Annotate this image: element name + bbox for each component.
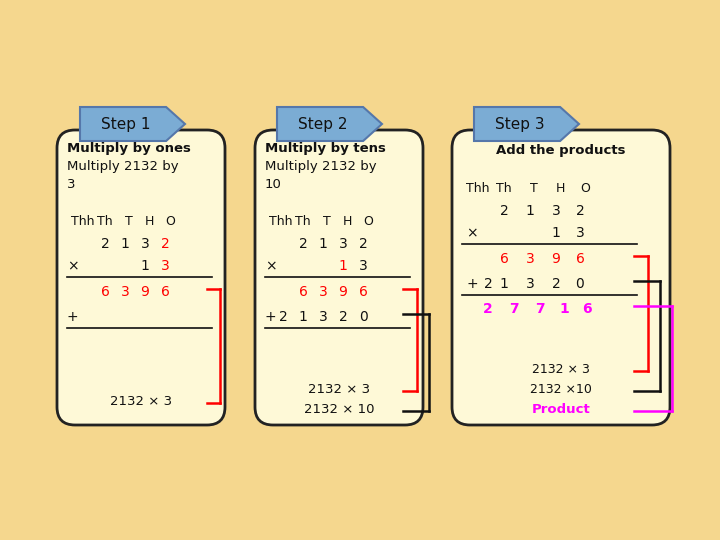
Text: 3: 3 xyxy=(526,277,534,291)
Polygon shape xyxy=(277,107,382,141)
Text: Thh: Thh xyxy=(71,215,94,228)
FancyBboxPatch shape xyxy=(255,130,423,425)
Text: 9: 9 xyxy=(140,285,150,299)
FancyBboxPatch shape xyxy=(57,130,225,425)
Text: Multiply by tens: Multiply by tens xyxy=(265,142,386,155)
Text: 6: 6 xyxy=(161,285,169,299)
Text: Multiply by ones: Multiply by ones xyxy=(67,142,191,155)
Text: 3: 3 xyxy=(140,237,149,251)
Text: 1: 1 xyxy=(552,226,560,240)
Text: Th: Th xyxy=(97,215,112,228)
Text: 6: 6 xyxy=(299,285,307,299)
Text: T: T xyxy=(125,215,132,228)
Text: 2132 × 3: 2132 × 3 xyxy=(308,383,370,396)
Text: T: T xyxy=(323,215,330,228)
Text: 2: 2 xyxy=(338,310,347,324)
Text: +: + xyxy=(265,310,276,324)
Text: O: O xyxy=(363,215,373,228)
Text: H: H xyxy=(145,215,154,228)
Text: 2: 2 xyxy=(484,277,492,291)
Text: 2: 2 xyxy=(161,237,169,251)
Text: 2132 ×10: 2132 ×10 xyxy=(530,383,592,396)
Text: 3: 3 xyxy=(338,237,347,251)
Text: 2: 2 xyxy=(483,302,493,316)
Text: 3: 3 xyxy=(121,285,130,299)
Text: ×: × xyxy=(67,259,78,273)
Text: Step 3: Step 3 xyxy=(495,117,545,132)
Polygon shape xyxy=(80,107,185,141)
Text: 2: 2 xyxy=(299,237,307,251)
Text: ×: × xyxy=(466,226,477,240)
Text: Multiply 2132 by: Multiply 2132 by xyxy=(67,160,179,173)
Text: 0: 0 xyxy=(575,277,585,291)
Text: 9: 9 xyxy=(552,252,560,266)
Text: O: O xyxy=(165,215,175,228)
Text: 9: 9 xyxy=(338,285,348,299)
Text: 7: 7 xyxy=(509,302,519,316)
Text: 2: 2 xyxy=(359,237,367,251)
Text: 1: 1 xyxy=(526,204,534,218)
Text: +: + xyxy=(466,277,477,291)
Text: +: + xyxy=(67,310,78,324)
Text: O: O xyxy=(580,182,590,195)
Text: Product: Product xyxy=(531,403,590,416)
Text: Step 1: Step 1 xyxy=(102,117,151,132)
Text: 2: 2 xyxy=(500,204,508,218)
Text: 6: 6 xyxy=(500,252,508,266)
Text: 2132 × 3: 2132 × 3 xyxy=(532,363,590,376)
Text: Th: Th xyxy=(496,182,512,195)
Text: 2: 2 xyxy=(279,310,287,324)
Text: Multiply 2132 by: Multiply 2132 by xyxy=(265,160,377,173)
Polygon shape xyxy=(474,107,579,141)
Text: 7: 7 xyxy=(535,302,545,316)
Text: Th: Th xyxy=(295,215,310,228)
Text: H: H xyxy=(343,215,352,228)
Text: 6: 6 xyxy=(101,285,109,299)
Text: 6: 6 xyxy=(582,302,592,316)
Text: 3: 3 xyxy=(526,252,534,266)
Text: 3: 3 xyxy=(359,259,367,273)
Text: 6: 6 xyxy=(359,285,367,299)
Text: 1: 1 xyxy=(318,237,328,251)
Text: 1: 1 xyxy=(299,310,307,324)
Text: 2: 2 xyxy=(552,277,560,291)
Text: ×: × xyxy=(265,259,276,273)
Text: 3: 3 xyxy=(319,310,328,324)
Text: 10: 10 xyxy=(265,178,282,191)
Text: 6: 6 xyxy=(575,252,585,266)
Text: 3: 3 xyxy=(575,226,585,240)
Text: Thh: Thh xyxy=(466,182,490,195)
Text: 3: 3 xyxy=(161,259,169,273)
Text: H: H xyxy=(556,182,565,195)
Text: 3: 3 xyxy=(552,204,560,218)
Text: 2132 × 3: 2132 × 3 xyxy=(110,395,172,408)
Text: 2132 × 10: 2132 × 10 xyxy=(304,403,374,416)
Text: Add the products: Add the products xyxy=(496,144,626,157)
Text: 3: 3 xyxy=(319,285,328,299)
Text: 1: 1 xyxy=(140,259,150,273)
Text: 1: 1 xyxy=(500,277,508,291)
Text: 1: 1 xyxy=(338,259,348,273)
Text: 0: 0 xyxy=(359,310,367,324)
Text: Thh: Thh xyxy=(269,215,292,228)
Text: 2: 2 xyxy=(101,237,109,251)
Text: T: T xyxy=(530,182,538,195)
Text: 1: 1 xyxy=(559,302,569,316)
FancyBboxPatch shape xyxy=(452,130,670,425)
Text: 1: 1 xyxy=(120,237,130,251)
Text: 3: 3 xyxy=(67,178,76,191)
Text: Step 2: Step 2 xyxy=(299,117,348,132)
Text: 2: 2 xyxy=(575,204,585,218)
